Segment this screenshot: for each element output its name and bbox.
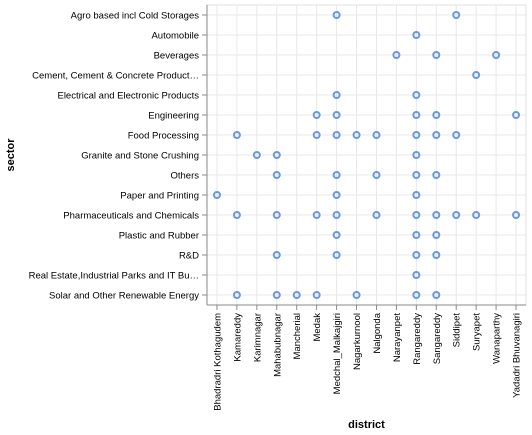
data-point[interactable]: [432, 111, 441, 119]
x-tick-label: Mancherial: [292, 313, 303, 359]
data-point[interactable]: [212, 191, 221, 199]
y-tick-label: Plastic and Rubber: [119, 231, 199, 242]
data-point[interactable]: [412, 211, 421, 219]
data-point[interactable]: [412, 271, 421, 279]
x-tick-label: Wanaparthy: [492, 313, 503, 364]
x-tick-label: Nagarkurnool: [352, 313, 363, 370]
data-point[interactable]: [312, 131, 321, 139]
data-point[interactable]: [272, 291, 281, 299]
data-point[interactable]: [512, 111, 521, 119]
data-point[interactable]: [432, 51, 441, 59]
data-point[interactable]: [412, 231, 421, 239]
data-point[interactable]: [432, 291, 441, 299]
x-tick-label: Kamareddy: [232, 313, 243, 362]
x-tick-label: Yadadri Bhuvanagiri: [512, 313, 523, 398]
y-tick-label: Paper and Printing: [120, 191, 199, 202]
y-tick-label: Beverages: [154, 51, 200, 62]
data-point[interactable]: [332, 191, 341, 199]
data-point[interactable]: [412, 31, 421, 39]
data-point[interactable]: [292, 291, 301, 299]
data-point[interactable]: [272, 171, 281, 179]
x-tick-label: Mahabubnagar: [272, 313, 283, 377]
x-axis-title: district: [348, 419, 385, 431]
data-point[interactable]: [312, 211, 321, 219]
data-point[interactable]: [472, 71, 481, 79]
y-tick-label: Agro based incl Cold Storages: [71, 11, 200, 22]
points-layer: [212, 11, 521, 299]
data-point[interactable]: [332, 111, 341, 119]
y-tick-label: Engineering: [148, 111, 199, 122]
y-tick-label: Granite and Stone Crushing: [81, 151, 199, 162]
data-point[interactable]: [272, 251, 281, 259]
y-tick-label: Real Estate,Industrial Parks and IT Bu…: [29, 271, 199, 282]
data-point[interactable]: [332, 251, 341, 259]
x-tick-label: Medchal_Malkajgiri: [332, 313, 343, 394]
data-point[interactable]: [332, 211, 341, 219]
data-point[interactable]: [372, 131, 381, 139]
data-point[interactable]: [412, 151, 421, 159]
data-point[interactable]: [512, 211, 521, 219]
x-tick-label: Nalgonda: [372, 312, 383, 353]
y-tick-label: Food Processing: [128, 131, 199, 142]
data-point[interactable]: [432, 171, 441, 179]
data-point[interactable]: [432, 211, 441, 219]
x-tick-label: Bhadradri Kothagudem: [212, 313, 223, 411]
data-point[interactable]: [372, 211, 381, 219]
data-point[interactable]: [432, 131, 441, 139]
data-point[interactable]: [432, 231, 441, 239]
data-point[interactable]: [412, 111, 421, 119]
x-tick-label: Rangareddy: [412, 313, 423, 365]
data-point[interactable]: [232, 291, 241, 299]
x-tick-label: Suryapet: [472, 313, 483, 351]
data-point[interactable]: [392, 51, 401, 59]
data-point[interactable]: [232, 131, 241, 139]
y-tick-label: R&D: [179, 251, 199, 262]
y-tick-label: Solar and Other Renewable Energy: [49, 291, 199, 302]
y-tick-label: Electrical and Electronic Products: [57, 91, 199, 102]
data-point[interactable]: [332, 131, 341, 139]
data-point[interactable]: [492, 51, 501, 59]
data-point[interactable]: [332, 91, 341, 99]
data-point[interactable]: [452, 211, 461, 219]
data-point[interactable]: [232, 211, 241, 219]
data-point[interactable]: [332, 231, 341, 239]
data-point[interactable]: [252, 151, 261, 159]
x-tick-label: Medak: [312, 313, 323, 342]
data-point[interactable]: [412, 251, 421, 259]
data-point[interactable]: [412, 91, 421, 99]
y-tick-label: Cement, Cement & Concrete Product…: [32, 71, 199, 82]
data-point[interactable]: [312, 111, 321, 119]
grid-layer: [206, 4, 527, 306]
x-tick-label: Narayanpet: [392, 313, 403, 362]
data-point[interactable]: [372, 171, 381, 179]
data-point[interactable]: [412, 291, 421, 299]
y-tick-label: Others: [170, 171, 199, 182]
data-point[interactable]: [332, 171, 341, 179]
data-point[interactable]: [412, 171, 421, 179]
x-tick-label: Siddipet: [452, 313, 463, 348]
data-point[interactable]: [412, 191, 421, 199]
y-axis-title: sector: [5, 138, 17, 172]
axis-layer: Bhadradri Kothagudem Kamareddy Karimnagar M…: [29, 5, 526, 411]
y-tick-label: Automobile: [151, 31, 199, 42]
data-point[interactable]: [352, 131, 361, 139]
data-point[interactable]: [312, 291, 321, 299]
data-point[interactable]: [352, 291, 361, 299]
data-point[interactable]: [452, 11, 461, 19]
data-point[interactable]: [432, 251, 441, 259]
data-point[interactable]: [412, 131, 421, 139]
data-point[interactable]: [272, 211, 281, 219]
data-point[interactable]: [272, 151, 281, 159]
data-point[interactable]: [452, 131, 461, 139]
data-point[interactable]: [472, 211, 481, 219]
x-tick-label: Karimnagar: [252, 313, 263, 362]
y-tick-label: Pharmaceuticals and Chemicals: [63, 211, 199, 222]
x-tick-label: Sangareddy: [432, 313, 443, 364]
data-point[interactable]: [332, 11, 341, 19]
